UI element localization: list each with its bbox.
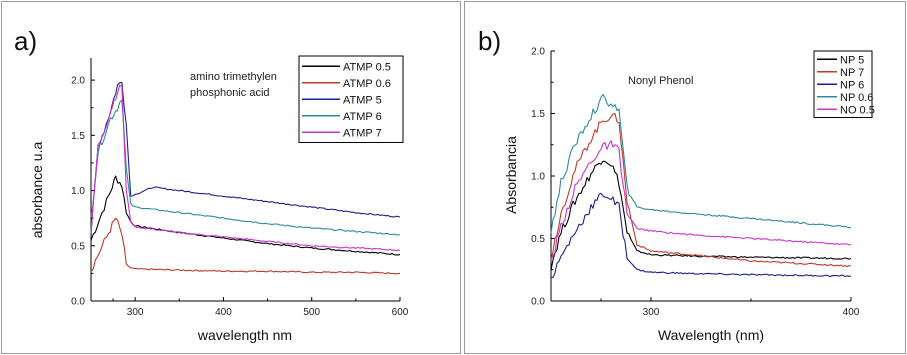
- panel-a-annotation-line2: phosphonic acid: [190, 87, 270, 99]
- panel-b-y-tick-label: 1.5: [531, 109, 545, 120]
- panel-b-y-tick-label: 0.5: [531, 234, 545, 245]
- panel-b-y-tick-label: 0.0: [531, 297, 545, 308]
- panel-a-x-tick-label: 500: [303, 307, 320, 318]
- panel-b-series-line: [550, 192, 852, 279]
- panel-b-legend-label: NP 7: [840, 67, 864, 79]
- panel-b-series-line: [550, 140, 851, 260]
- panel-a-series-line: [90, 81, 401, 236]
- panel-a-series-line: [90, 84, 401, 251]
- panel-a-legend-label: ATMP 6: [343, 111, 382, 123]
- panel-a-x-tick-label: 400: [215, 307, 232, 318]
- panel-a-y-axis-title: absorbance u.a: [29, 142, 45, 239]
- panel-a-y-tick-label: 2.0: [71, 76, 85, 87]
- panel-b-frame: [464, 1, 906, 354]
- panel-a-legend-label: ATMP 5: [343, 94, 382, 106]
- panel-b-legend-label: NP 0.6: [840, 92, 873, 104]
- panel-a-legend-label: ATMP 7: [343, 127, 382, 139]
- panel-b-x-tick-label: 400: [843, 307, 860, 318]
- panel-b-y-tick-label: 1.0: [531, 172, 545, 183]
- panel-a-label: a): [14, 26, 37, 56]
- panel-a-legend-label: ATMP 0.5: [343, 61, 391, 73]
- panel-b-series-line: [550, 160, 852, 271]
- panel-b-legend-label: NP 6: [840, 79, 864, 91]
- panel-a-y-tick-label: 1.0: [71, 186, 85, 197]
- panel-a-x-tick-label: 300: [127, 307, 144, 318]
- panel-b-series-line: [550, 113, 852, 268]
- panel-b-y-tick-label: 2.0: [531, 47, 545, 58]
- panel-a-legend-label: ATMP 0.6: [343, 78, 391, 90]
- panel-a-x-tick-label: 600: [392, 307, 409, 318]
- panel-a-annotation-line1: amino trimethylen: [190, 71, 277, 83]
- panel-a-plot: 0.0 0.5 1.0 1.5 2.0 300 400 500 600 ATMP 0.5 ATMP …: [71, 55, 409, 318]
- panel-a-frame: [1, 1, 461, 354]
- panel-a-y-tick-label: 0.5: [71, 241, 85, 252]
- panel-a-y-tick-label: 0.0: [71, 297, 85, 308]
- panel-b-legend-label: NP 5: [840, 54, 864, 66]
- panel-b-x-tick-label: 300: [643, 307, 660, 318]
- panel-b-series-line: [550, 93, 852, 234]
- panel-a-y-tick-label: 1.5: [71, 131, 85, 142]
- panel-b-x-axis-title: Wavelength (nm): [658, 327, 764, 343]
- panel-b-legend-label: NO 0.5: [840, 104, 875, 116]
- panel-b-annotation: Nonyl Phenol: [628, 75, 693, 87]
- panel-a-series-line: [90, 175, 401, 256]
- panel-a-series-line: [90, 217, 401, 275]
- panel-a-x-axis-title: wavelength nm: [197, 327, 292, 343]
- panel-a-series-line: [90, 99, 401, 236]
- panel-b-y-axis-title: Absorbancia: [503, 136, 519, 214]
- panel-b-label: b): [478, 26, 501, 56]
